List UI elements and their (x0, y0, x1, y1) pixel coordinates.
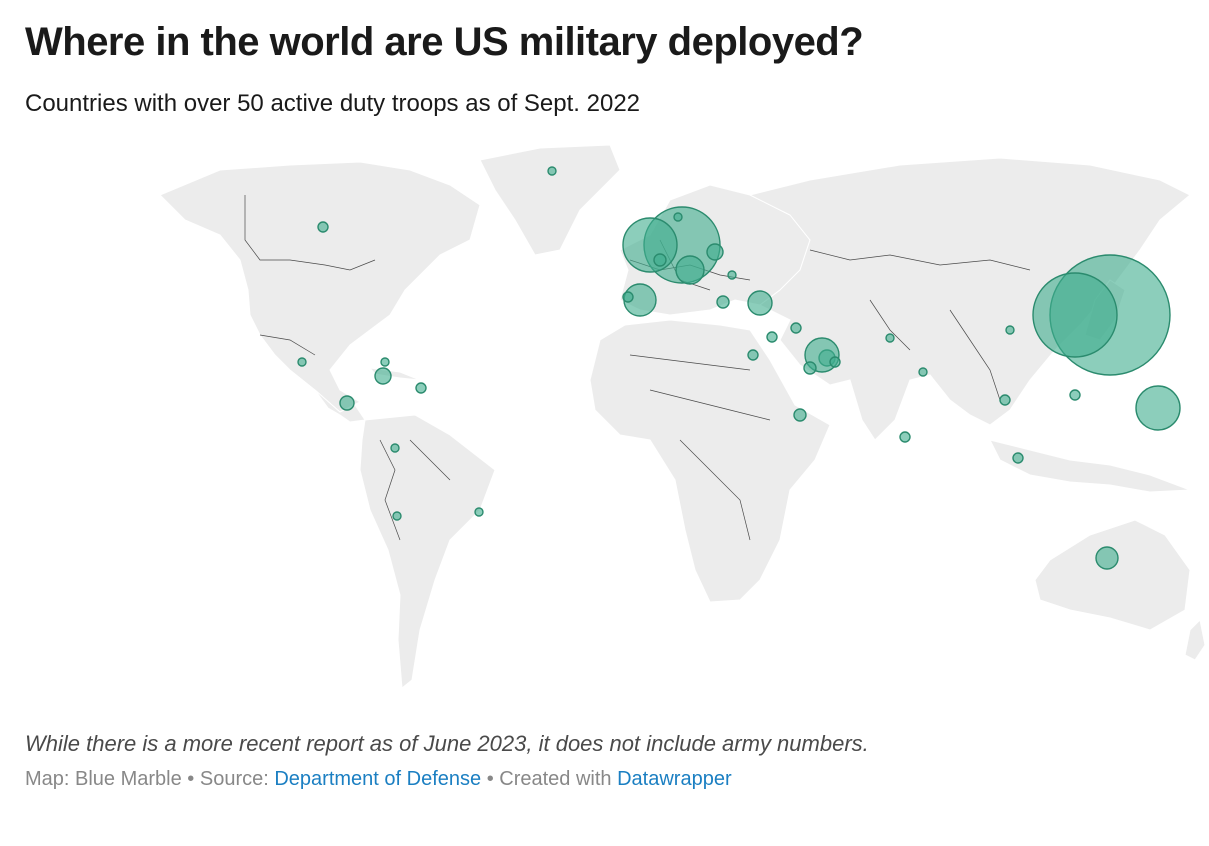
bubble-saudi (803, 361, 817, 375)
datawrapper-link[interactable]: Datawrapper (617, 768, 732, 790)
bubble-romania (727, 270, 737, 280)
deployment-bubbles (297, 166, 1181, 570)
land-south-america (359, 414, 496, 689)
bubble-mexico (297, 357, 307, 367)
world-map-svg (159, 144, 1206, 689)
bubble-djibouti (793, 408, 807, 422)
bubble-australia (1095, 546, 1119, 570)
credits-line: Map: Blue Marble • Source: Department of… (25, 768, 732, 791)
bubble-cuba (374, 367, 392, 385)
land-north-america (159, 161, 481, 413)
map-subtitle: Countries with over 50 active duty troop… (25, 90, 641, 117)
land-new-zealand (1184, 618, 1206, 661)
created-prefix: Created with (499, 768, 618, 790)
bubble-colombia (390, 443, 400, 453)
bubble-china-hk (1005, 325, 1015, 335)
bubble-philippines (1069, 389, 1081, 401)
map-credit: Map: Blue Marble (25, 768, 182, 790)
bubble-portugal (622, 291, 634, 303)
source-link[interactable]: Department of Defense (274, 768, 482, 790)
separator: • (481, 768, 500, 790)
bubble-south-korea (1032, 272, 1118, 358)
land-indonesia (989, 439, 1191, 493)
bubble-italy (675, 255, 705, 285)
bubble-bahamas (380, 357, 390, 367)
bubble-brazil (474, 507, 484, 517)
bubble-belgium (653, 253, 667, 267)
bubble-india (918, 367, 928, 377)
bubble-norway (673, 212, 683, 222)
bubble-peru (392, 511, 402, 521)
footnote: While there is a more recent report as o… (25, 731, 869, 756)
world-map (150, 140, 1209, 700)
bubble-poland (706, 243, 724, 261)
bubble-turkey (747, 290, 773, 316)
bubble-singapore (1012, 452, 1024, 464)
land-africa (589, 319, 831, 603)
bubble-guam (1135, 385, 1181, 431)
bubble-jordan (766, 331, 778, 343)
map-title: Where in the world are US military deplo… (25, 20, 864, 64)
bubble-diego-garcia (899, 431, 911, 443)
bubble-thailand (999, 394, 1011, 406)
bubble-egypt (747, 349, 759, 361)
bubble-honduras (339, 395, 355, 411)
land-central-america (314, 389, 366, 423)
bubble-uk (622, 217, 678, 273)
bubble-qatar (829, 356, 841, 368)
land-australia (1034, 519, 1191, 631)
landmasses (159, 144, 1206, 689)
bubble-canada (317, 221, 329, 233)
source-prefix: Source: (199, 768, 275, 790)
separator: • (181, 768, 200, 790)
bubble-iraq (790, 322, 802, 334)
bubble-puerto-rico (415, 382, 427, 394)
bubble-greenland (547, 166, 557, 176)
land-greenland (479, 144, 621, 256)
bubble-afghanistan (885, 333, 895, 343)
bubble-greece (716, 295, 730, 309)
